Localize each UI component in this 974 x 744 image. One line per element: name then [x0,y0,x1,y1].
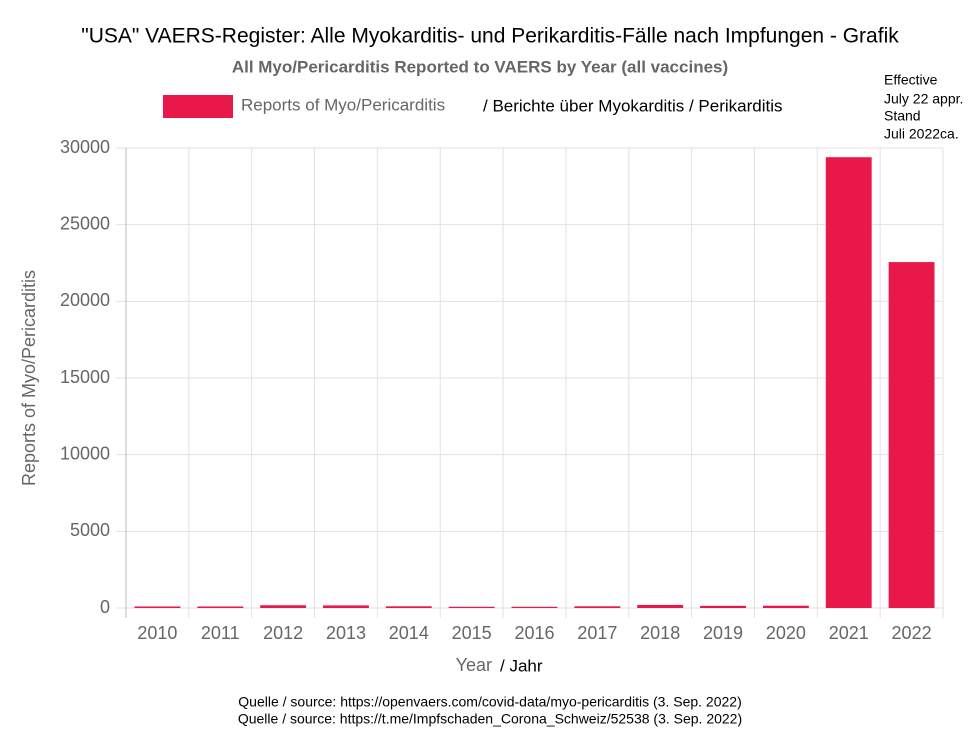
legend-note: / Berichte über Myokarditis / Perikardit… [483,96,783,115]
bar [323,605,369,608]
x-tick-label: 2021 [829,623,869,643]
legend-label: Reports of Myo/Pericarditis [241,95,445,114]
y-tick-label: 10000 [60,443,110,463]
x-tick-label: 2014 [389,623,429,643]
y-tick-label: 0 [100,597,110,617]
y-tick-label: 25000 [60,213,110,233]
x-tick-label: 2022 [892,623,932,643]
source: Quelle / source: https://openvaers.com/c… [238,694,741,710]
x-tick-label: 2013 [326,623,366,643]
bar [260,605,307,608]
bar [825,157,872,608]
y-tick-label: 15000 [60,367,110,387]
x-axis-label: Year [456,655,492,675]
x-tick-label: 2012 [263,623,303,643]
bar [511,606,558,608]
bar [134,606,181,608]
bar [448,606,495,608]
bar [385,606,432,608]
x-tick-label: 2011 [201,623,240,643]
x-tick-label: 2020 [766,623,806,643]
legend-swatch [163,95,233,118]
bar [700,605,746,608]
bar [762,605,809,608]
y-axis-label: Reports of Myo/Pericarditis [19,270,39,486]
note: Effective [884,72,938,88]
chart-subtitle: All Myo/Pericarditis Reported to VAERS b… [232,57,728,76]
x-tick-label: 2019 [703,623,743,643]
y-tick-label: 20000 [60,290,110,310]
bar [888,262,935,608]
x-tick-label: 2010 [137,623,177,643]
bar [637,604,684,608]
note: July 22 appr. [884,91,963,107]
bar [197,606,244,608]
note: Juli 2022ca. [884,126,959,142]
source: Quelle / source: https://t.me/Impfschade… [238,711,742,727]
x-tick-label: 2016 [514,623,554,643]
x-tick-label: 2015 [452,623,492,643]
x-axis-note: / Jahr [500,656,543,675]
x-tick-label: 2017 [577,623,617,643]
y-tick-label: 30000 [60,137,110,157]
note: Stand [884,108,921,124]
bar [574,606,621,608]
y-tick-label: 5000 [70,520,110,540]
x-tick-label: 2018 [640,623,680,643]
chart-title: "USA" VAERS-Register: Alle Myokarditis- … [81,25,899,48]
